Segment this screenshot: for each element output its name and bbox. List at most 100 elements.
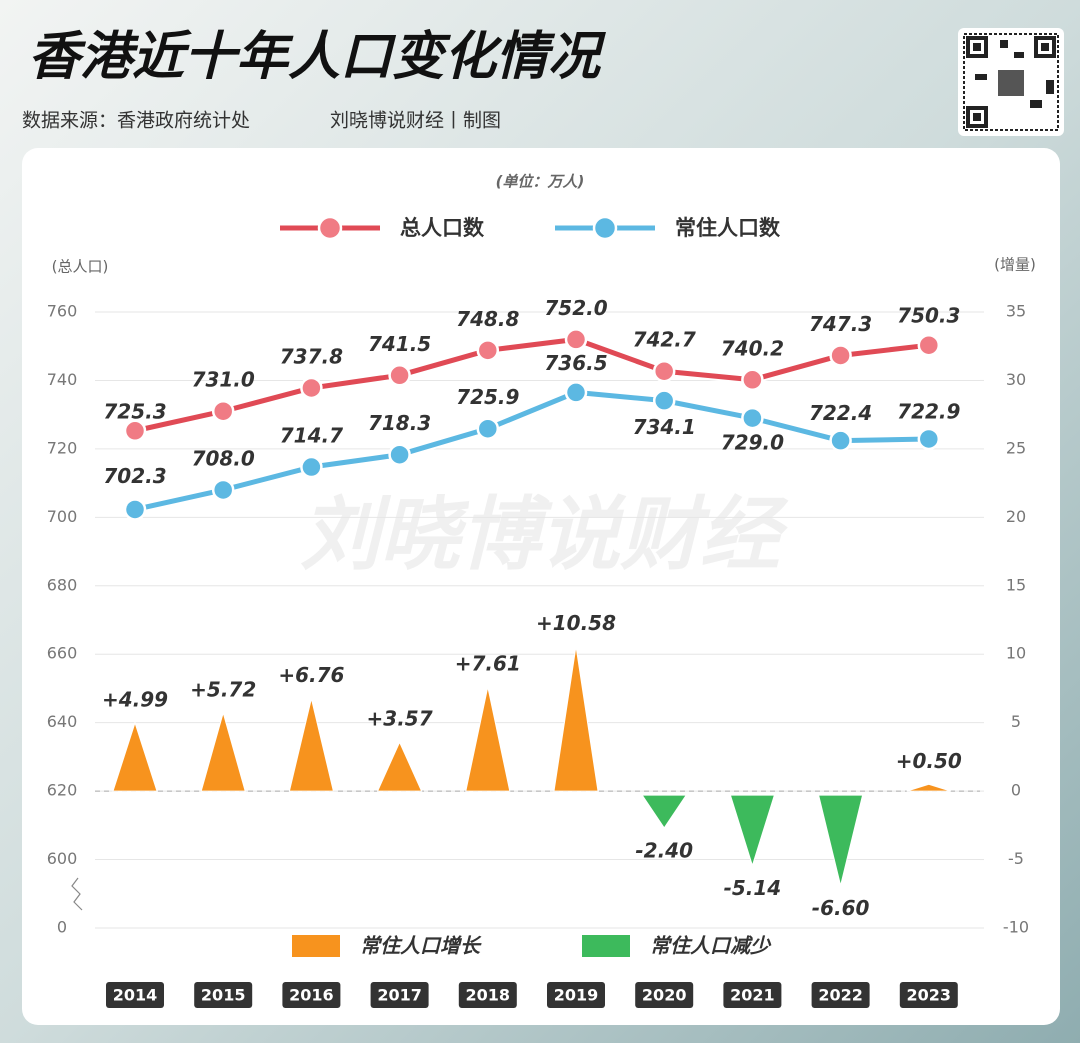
year-badge bbox=[458, 982, 517, 1008]
y-tick-label: 660 bbox=[47, 644, 78, 663]
value-label: 722.4 bbox=[809, 401, 872, 425]
x-tick-label: 2016 bbox=[289, 986, 334, 1005]
source: 数据来源：香港政府统计处 bbox=[22, 110, 250, 132]
point bbox=[917, 427, 941, 451]
point bbox=[829, 344, 852, 367]
value-label: 747.3 bbox=[809, 312, 872, 336]
value-label: +10.58 bbox=[536, 611, 616, 635]
triangle-bar bbox=[641, 794, 688, 829]
year-badge bbox=[370, 982, 429, 1008]
y2-axis-label: (增量) bbox=[994, 256, 1036, 274]
value-label: +4.99 bbox=[102, 687, 168, 711]
value-label: -2.40 bbox=[635, 838, 693, 862]
year-badge bbox=[635, 982, 694, 1008]
value-label: 708.0 bbox=[192, 446, 255, 470]
point bbox=[123, 419, 147, 443]
y-axis-label: (总人口) bbox=[52, 258, 109, 276]
unit-label: (单位：万人) bbox=[496, 173, 585, 191]
value-label: -6.60 bbox=[812, 896, 870, 920]
axis-break bbox=[71, 877, 83, 911]
x-tick-label: 2023 bbox=[907, 986, 952, 1005]
value-label: 725.9 bbox=[456, 385, 519, 409]
year-badge bbox=[547, 982, 605, 1008]
legend-marker bbox=[592, 215, 618, 241]
y-tick-label: 640 bbox=[47, 712, 78, 731]
value-label: 740.2 bbox=[721, 336, 784, 360]
value-label: +7.61 bbox=[455, 651, 521, 675]
y-tick-label: 620 bbox=[47, 781, 78, 800]
x-tick-label: 2018 bbox=[466, 986, 511, 1005]
card bbox=[22, 148, 1060, 1025]
value-label: 725.3 bbox=[103, 399, 166, 423]
value-label: 722.9 bbox=[897, 399, 960, 423]
value-label: 731.0 bbox=[192, 368, 255, 392]
plot: 0 600 620 640 660 680 700 720 740 760 -10 -5 0 5 10 15 2… bbox=[47, 215, 1029, 1008]
legend-swatch bbox=[292, 935, 340, 957]
year-badge bbox=[899, 982, 958, 1008]
y-tick-label: 680 bbox=[47, 575, 78, 594]
value-label: 742.7 bbox=[633, 328, 696, 352]
point bbox=[652, 389, 676, 412]
point bbox=[388, 364, 411, 387]
y2-tick-label: 5 bbox=[1011, 712, 1021, 731]
point bbox=[211, 478, 235, 502]
triangle-bar bbox=[553, 646, 599, 792]
value-label: 748.8 bbox=[456, 307, 519, 331]
legend-label: 常住人口增长 bbox=[360, 934, 482, 958]
triangle-bar bbox=[729, 794, 776, 868]
legend-swatch bbox=[582, 935, 630, 957]
value-label: 714.7 bbox=[280, 424, 343, 448]
y-tick-label: 600 bbox=[47, 849, 78, 868]
value-label: -5.14 bbox=[724, 876, 782, 900]
y2-tick-label: 0 bbox=[1011, 781, 1021, 800]
line bbox=[134, 336, 930, 434]
y2-tick-label: 15 bbox=[1006, 575, 1026, 594]
point bbox=[300, 376, 323, 400]
point bbox=[123, 498, 147, 521]
value-label: 734.1 bbox=[633, 415, 696, 439]
legend-marker bbox=[317, 215, 343, 241]
triangle-bar bbox=[112, 721, 158, 792]
value-label: +3.57 bbox=[367, 707, 433, 731]
triangle-bar bbox=[288, 698, 335, 792]
y-tick-label: 0 bbox=[57, 918, 67, 937]
y2-tick-label: 10 bbox=[1006, 644, 1026, 663]
point bbox=[388, 443, 411, 466]
year-badge bbox=[106, 982, 164, 1008]
point bbox=[829, 429, 852, 452]
triangle-bar bbox=[465, 686, 511, 792]
credit: 刘晓博说财经丨制图 bbox=[330, 110, 501, 132]
y2-tick-label: -10 bbox=[1003, 918, 1029, 937]
point bbox=[300, 455, 323, 479]
point bbox=[211, 399, 235, 423]
year-badge bbox=[723, 982, 782, 1008]
x-tick-label: 2014 bbox=[113, 986, 158, 1005]
year-badge bbox=[811, 982, 870, 1008]
title: 香港近十年人口变化情况 bbox=[28, 27, 606, 87]
point bbox=[564, 381, 588, 404]
x-tick-label: 2019 bbox=[554, 986, 599, 1005]
legend-label: 常住人口减少 bbox=[650, 934, 772, 958]
value-label: 752.0 bbox=[544, 296, 607, 320]
value-label: +0.50 bbox=[896, 749, 962, 773]
value-label: +6.76 bbox=[278, 663, 344, 687]
y2-tick-label: 25 bbox=[1006, 438, 1026, 457]
y2-tick-label: 20 bbox=[1006, 507, 1026, 526]
value-label: 750.3 bbox=[897, 304, 960, 328]
y2-tick-label: 30 bbox=[1006, 370, 1026, 389]
legend-label: 总人口数 bbox=[400, 216, 485, 240]
watermark: 刘晓博说财经 bbox=[300, 488, 789, 581]
y-tick-label: 760 bbox=[47, 302, 78, 321]
qr-code bbox=[958, 28, 1064, 136]
line bbox=[134, 389, 929, 512]
triangle-bar bbox=[906, 783, 951, 792]
value-label: 702.3 bbox=[103, 464, 166, 488]
year-badge bbox=[282, 982, 341, 1008]
legend-label: 常住人口数 bbox=[675, 216, 781, 240]
y2-tick-label: 35 bbox=[1006, 302, 1026, 321]
x-tick-label: 2022 bbox=[818, 986, 863, 1005]
triangle-bar bbox=[817, 794, 864, 886]
x-tick-label: 2021 bbox=[730, 986, 775, 1005]
point bbox=[564, 328, 588, 351]
point bbox=[476, 417, 500, 440]
